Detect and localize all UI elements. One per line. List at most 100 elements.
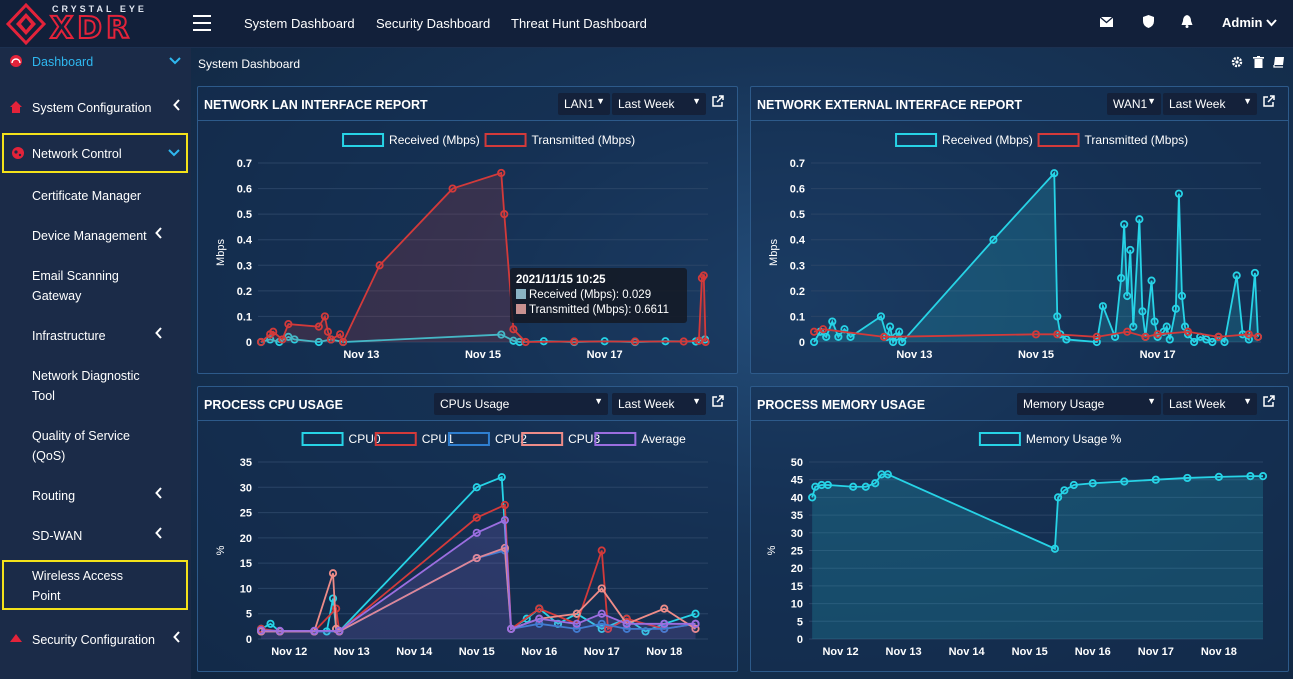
y-tick-label: 0 [799, 337, 805, 349]
sidebar-item-network-control[interactable]: Network Control [2, 133, 188, 173]
chevron-left-icon [155, 227, 163, 242]
data-point [1244, 330, 1253, 339]
shield-icon[interactable] [1143, 15, 1154, 31]
data-point [500, 500, 509, 510]
x-tick-label: Nov 17 [1138, 646, 1174, 658]
external-link-icon[interactable] [712, 395, 724, 410]
external-link-icon[interactable] [712, 95, 724, 110]
y-tick-label: 0.1 [790, 311, 805, 323]
data-point [699, 271, 708, 280]
data-point [266, 335, 275, 344]
page-title: System Dashboard [198, 57, 301, 71]
y-tick-label: 25 [240, 508, 252, 520]
bell-icon[interactable] [1181, 15, 1193, 31]
sidebar-item-dashboard[interactable]: Dashboard [0, 52, 191, 72]
legend-label: CPU0 [349, 432, 381, 446]
data-point [284, 320, 293, 329]
x-tick-label: Nov 13 [343, 349, 379, 361]
data-point [570, 337, 579, 346]
sidebar-item-infrastructure[interactable]: Infrastructure [0, 326, 191, 346]
y-tick-label: 0.4 [237, 235, 253, 247]
memory-select[interactable]: Memory Usage ▼ [1017, 393, 1161, 415]
legend-swatch [484, 133, 527, 147]
panel-network-external: NETWORK EXTERNAL INTERFACE REPORT WAN1 ▼ … [750, 86, 1289, 374]
sidebar-item-wireless-access-point[interactable]: Wireless Access Point [2, 560, 188, 610]
sidebar-item-security-configuration[interactable]: Security Configuration [0, 630, 191, 650]
mail-icon[interactable] [1099, 15, 1114, 30]
data-point [1183, 327, 1193, 336]
legend-label: Transmitted (Mbps) [1085, 133, 1189, 147]
data-point [339, 337, 348, 347]
data-point [871, 479, 880, 488]
data-point [278, 335, 287, 344]
menu-toggle-icon[interactable] [193, 15, 211, 31]
x-tick-label: Nov 18 [1201, 646, 1237, 658]
sidebar-item-device-management[interactable]: Device Management [0, 226, 191, 246]
sidebar-item-label: Quality of Service [32, 429, 130, 443]
external-link-icon[interactable] [1263, 95, 1275, 110]
lan-chart: 0 0.1 0.2 0.3 0.4 0.5 0.6 0.7 Nov 13 Nov 15 Nov 17… [215, 133, 710, 361]
nav-security-dashboard[interactable]: Security Dashboard [376, 16, 491, 31]
data-point [323, 327, 333, 336]
legend-label: Received (Mbps) [942, 133, 1033, 147]
book-icon[interactable] [1273, 56, 1285, 71]
data-point [691, 619, 700, 628]
data-point [266, 619, 275, 628]
cpu-select[interactable]: CPUs Usage ▼ [434, 393, 608, 415]
user-menu[interactable]: Admin [1222, 15, 1277, 30]
data-point [808, 493, 817, 502]
data-point [701, 337, 710, 347]
legend-swatch [301, 432, 344, 446]
y-tick-label: 15 [240, 558, 252, 570]
y-tick-label: 30 [791, 528, 803, 540]
sidebar-item-certificate-manager[interactable]: Certificate Manager [0, 186, 191, 206]
tooltip-received: Received (Mbps): 0.029 [529, 289, 652, 301]
select-value: Last Week [618, 397, 675, 411]
interface-select[interactable]: LAN1 ▼ [558, 93, 610, 115]
range-select[interactable]: Last Week ▼ [1163, 393, 1257, 415]
sidebar-item-system-configuration[interactable]: System Configuration [0, 98, 191, 118]
panel-header: PROCESS CPU USAGE CPUs Usage ▼ Last Week ▼ [198, 387, 737, 421]
data-point [1258, 472, 1268, 481]
data-point [1214, 332, 1223, 341]
sidebar-item-quality-of-service[interactable]: Quality of Service (QoS) [0, 426, 191, 466]
nav-system-dashboard[interactable]: System Dashboard [244, 16, 355, 31]
data-point [290, 335, 299, 344]
external-link-icon[interactable] [1263, 395, 1275, 410]
data-point [630, 337, 640, 346]
trash-icon[interactable] [1252, 56, 1264, 71]
interface-select[interactable]: WAN1 ▼ [1107, 93, 1161, 115]
tooltip-received-row: Received (Mbps): 0.029 [516, 288, 681, 303]
data-point [895, 327, 904, 336]
y-tick-label: 0.5 [237, 209, 252, 221]
data-point [275, 626, 284, 636]
sidebar-item-label: Wireless Access [32, 569, 123, 583]
x-tick-label: Nov 13 [334, 646, 370, 658]
data-point [861, 482, 870, 491]
select-value: Last Week [1169, 97, 1226, 111]
data-point [1183, 473, 1192, 483]
select-value: Memory Usage [1023, 397, 1105, 411]
brand-logo[interactable]: CRYSTAL EYE XDR [4, 2, 164, 47]
sidebar-item-email-scanning-gateway[interactable]: Email Scanning Gateway [0, 266, 191, 306]
gear-icon[interactable] [1231, 56, 1243, 71]
sidebar-item-sd-wan[interactable]: SD-WAN [0, 526, 191, 546]
range-select[interactable]: Last Week ▼ [1163, 93, 1257, 115]
sidebar-item-label: Infrastructure [32, 329, 106, 343]
sidebar-item-routing[interactable]: Routing [0, 486, 191, 506]
sidebar-item-network-diagnostic-tool[interactable]: Network Diagnostic Tool [0, 366, 191, 406]
data-point [335, 626, 344, 636]
legend-label: CPU3 [568, 432, 600, 446]
nav-threat-hunt-dashboard[interactable]: Threat Hunt Dashboard [511, 16, 647, 31]
data-point [1088, 479, 1097, 488]
legend-swatch [895, 133, 938, 147]
range-select[interactable]: Last Week ▼ [612, 393, 706, 415]
data-point [679, 337, 688, 346]
range-select[interactable]: Last Week ▼ [612, 93, 706, 115]
x-tick-label: Nov 15 [459, 646, 495, 658]
sidebar-item-label-line2: (QoS) [32, 449, 66, 463]
y-tick-label: 0.2 [237, 286, 252, 298]
data-point [472, 553, 481, 563]
data-point [660, 624, 669, 633]
series-area [814, 173, 1258, 342]
